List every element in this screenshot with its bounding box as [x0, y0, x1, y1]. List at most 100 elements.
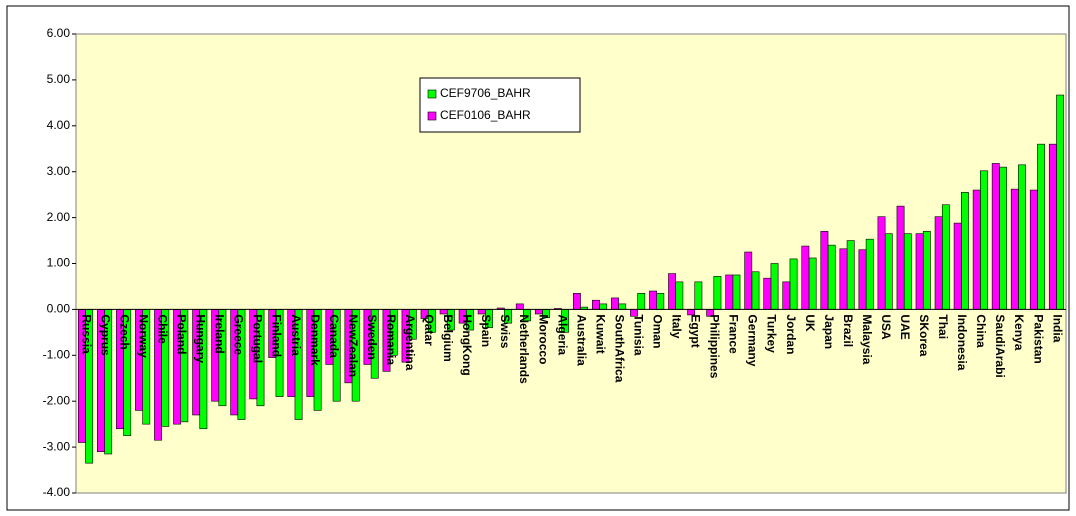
bar — [934, 216, 943, 310]
bar — [477, 309, 486, 315]
x-tick-label: Cyprus — [98, 314, 112, 356]
x-tick-label: Australia — [574, 314, 588, 366]
bar — [865, 238, 874, 310]
bar — [839, 248, 848, 310]
y-tick-label: 6.00 — [47, 26, 71, 40]
y-tick-label: 1.00 — [47, 256, 71, 270]
x-tick-label: Chile — [156, 314, 170, 344]
bar — [763, 277, 772, 310]
x-tick-label: Hungary — [194, 314, 208, 363]
x-tick-label: Finland — [270, 314, 284, 357]
x-tick-label: China — [974, 314, 988, 348]
x-tick-label: Oman — [651, 314, 665, 348]
bar — [858, 249, 867, 310]
x-tick-label: Norway — [136, 314, 150, 358]
bar — [744, 251, 753, 310]
bar — [1010, 188, 1019, 310]
bar — [572, 293, 581, 310]
bar — [915, 233, 924, 310]
x-tick-label: Sweden — [365, 314, 379, 359]
bar — [637, 293, 646, 310]
x-tick-label: Greece — [232, 314, 246, 355]
bar — [884, 233, 893, 310]
bar — [846, 240, 855, 310]
x-tick-label: Egypt — [689, 314, 703, 347]
bar — [903, 233, 912, 310]
bar — [611, 297, 619, 310]
bar — [820, 231, 829, 310]
bar — [618, 303, 627, 310]
y-tick-label: -3.00 — [43, 439, 71, 453]
bar — [668, 273, 677, 310]
bar — [770, 263, 779, 310]
bar — [599, 303, 608, 310]
x-tick-label: Brazil — [841, 314, 855, 347]
x-tick-label: Kenya — [1012, 314, 1026, 350]
x-tick-label: Malaysia — [860, 314, 874, 364]
bar — [782, 281, 791, 310]
x-tick-label: Swiss — [498, 314, 512, 348]
x-tick-label: USA — [879, 314, 893, 340]
x-tick-label: India — [1050, 314, 1064, 342]
bar — [713, 276, 722, 310]
y-tick-label: 0.00 — [47, 302, 71, 316]
x-tick-label: Belgium — [441, 314, 455, 361]
legend-label: CEF9706_BAHR — [440, 86, 531, 100]
x-tick-label: SKorea — [917, 314, 931, 356]
x-tick-label: Czech — [117, 314, 131, 349]
bar — [980, 170, 988, 310]
bar — [789, 258, 798, 310]
x-tick-label: SaudiArabi — [993, 314, 1007, 377]
x-tick-label: UK — [803, 314, 817, 332]
bar — [896, 205, 905, 310]
bar — [1037, 143, 1045, 310]
bar — [808, 257, 817, 310]
x-tick-label: Austria — [289, 314, 303, 356]
legend-swatch — [427, 89, 437, 99]
x-tick-label: Jordan — [784, 314, 798, 354]
x-tick-label: Netherlands — [517, 314, 531, 384]
legend-swatch — [427, 111, 437, 121]
y-tick-label: -1.00 — [43, 347, 71, 361]
bar — [827, 244, 836, 310]
x-tick-label: Poland — [175, 314, 189, 354]
bar — [751, 271, 760, 310]
y-tick-label: 4.00 — [47, 118, 71, 132]
legend-label: CEF0106_BAHR — [440, 108, 531, 122]
bar — [515, 303, 524, 310]
bar — [656, 293, 665, 310]
bar — [953, 222, 962, 310]
bar — [1018, 164, 1026, 310]
bar — [592, 299, 600, 310]
bar — [941, 204, 950, 310]
bar — [649, 290, 657, 310]
x-tick-label: Russia — [79, 314, 93, 354]
x-tick-label: Ireland — [213, 314, 227, 353]
bar — [972, 189, 981, 310]
y-tick-label: 5.00 — [47, 72, 71, 86]
bar — [999, 166, 1007, 310]
bar — [801, 245, 810, 310]
y-tick-label: 3.00 — [47, 164, 71, 178]
bar — [1048, 143, 1057, 310]
x-tick-label: Indonesia — [955, 314, 969, 370]
x-tick-label: Algeria — [555, 314, 569, 355]
x-tick-label: Thai — [936, 314, 950, 339]
bar — [922, 231, 931, 310]
bar — [732, 274, 741, 310]
x-tick-label: UAE — [898, 314, 912, 339]
x-tick-label: Japan — [822, 314, 836, 349]
bar — [725, 274, 734, 310]
y-tick-label: 2.00 — [47, 210, 71, 224]
x-tick-label: France — [727, 314, 741, 354]
bar — [877, 216, 886, 310]
x-tick-label: Tunisia — [631, 314, 645, 355]
bar — [675, 281, 684, 310]
x-tick-label: HongKong — [460, 314, 474, 375]
x-tick-label: Turkey — [765, 314, 779, 353]
bar — [694, 281, 703, 310]
bar — [960, 192, 969, 310]
bar — [439, 309, 448, 315]
x-tick-label: Romania — [384, 314, 398, 365]
